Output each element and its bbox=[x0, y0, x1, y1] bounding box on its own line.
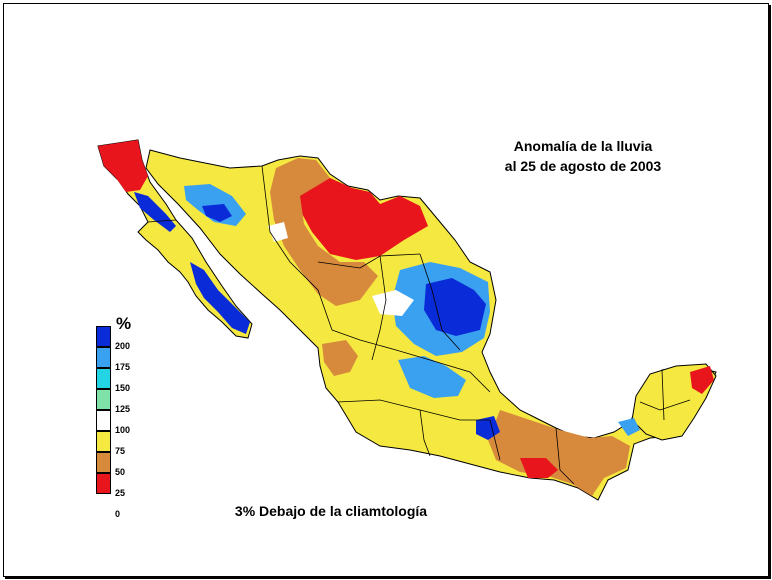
legend-swatch bbox=[96, 326, 111, 347]
title-line-2: al 25 de agosto de 2003 bbox=[504, 158, 662, 174]
legend-unit: % bbox=[116, 314, 132, 333]
brown-area-north bbox=[270, 158, 378, 306]
wet-area-tabasco bbox=[618, 418, 640, 436]
dry-area-south bbox=[520, 458, 558, 478]
legend-label: 75 bbox=[115, 446, 126, 456]
brown-area-west bbox=[322, 340, 358, 376]
state-borders bbox=[147, 165, 691, 485]
dry-area-northeast bbox=[296, 178, 428, 260]
legend-swatch bbox=[96, 368, 111, 389]
legend-label: 100 bbox=[115, 425, 131, 435]
legend-label: 200 bbox=[115, 341, 131, 351]
dry-area-yucatan bbox=[690, 366, 714, 394]
legend-label: 0 bbox=[115, 509, 121, 519]
legend-label: 25 bbox=[115, 488, 126, 498]
legend-swatch bbox=[96, 347, 111, 368]
legend-label: 50 bbox=[115, 467, 126, 477]
near-normal-patch bbox=[372, 290, 414, 316]
wet-area-baja bbox=[134, 192, 176, 232]
color-legend: % 200 175 150 125 100 75 50 25 0 bbox=[96, 314, 156, 526]
wet-area-baja-south bbox=[190, 262, 250, 334]
dry-area-baja-north bbox=[98, 140, 148, 192]
legend-swatch bbox=[96, 452, 111, 473]
legend-swatch bbox=[96, 473, 111, 494]
legend-swatch bbox=[96, 431, 111, 452]
summary-text: 3% Debajo de la cliamtología bbox=[234, 503, 428, 519]
title-line-1: Anomalía de la lluvia bbox=[513, 138, 653, 154]
wet-area-bajio bbox=[398, 356, 466, 398]
legend-label: 175 bbox=[115, 362, 131, 372]
legend-swatch bbox=[96, 389, 111, 410]
legend-swatch bbox=[96, 410, 111, 431]
brown-area-south bbox=[488, 410, 630, 496]
legend-label: 150 bbox=[115, 383, 131, 393]
map-title: Anomalía de la lluvia al 25 de agosto de… bbox=[478, 136, 688, 176]
wet-area-sonora-core bbox=[202, 204, 232, 222]
legend-label: 125 bbox=[115, 404, 131, 414]
wet-area-east bbox=[476, 416, 500, 440]
